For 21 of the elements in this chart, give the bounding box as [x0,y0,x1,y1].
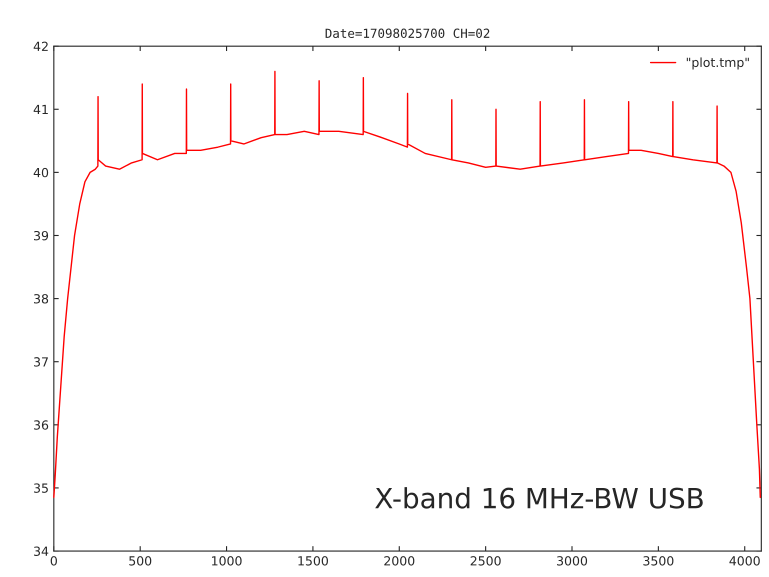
x-tick-label: 3500 [643,556,674,566]
x-tick-label: 1000 [212,556,242,566]
x-tick-label: 500 [129,556,152,566]
y-tick-label: 36 [34,420,48,430]
x-tick-label: 3000 [557,556,588,566]
x-tick-label: 4000 [729,556,760,566]
y-tick-label: 38 [34,294,48,304]
legend-label: "plot.tmp" [686,57,749,70]
x-tick-label: 2000 [384,556,414,566]
chart-title: Date=17098025700 CH=02 [326,28,490,38]
annotation: X-band 16 MHz-BW USB [375,487,703,509]
y-tick-label: 40 [34,168,48,178]
y-tick-label: 42 [34,42,48,51]
x-tick-label: 2500 [470,556,501,566]
y-tick-label: 34 [34,546,48,556]
x-tick-label: 0 [50,556,57,566]
y-tick-label: 39 [34,230,48,240]
y-tick-label: 37 [34,357,48,367]
x-tick-label: 1500 [298,556,328,566]
y-tick-label: 41 [34,104,48,114]
y-tick-label: 35 [34,483,48,493]
